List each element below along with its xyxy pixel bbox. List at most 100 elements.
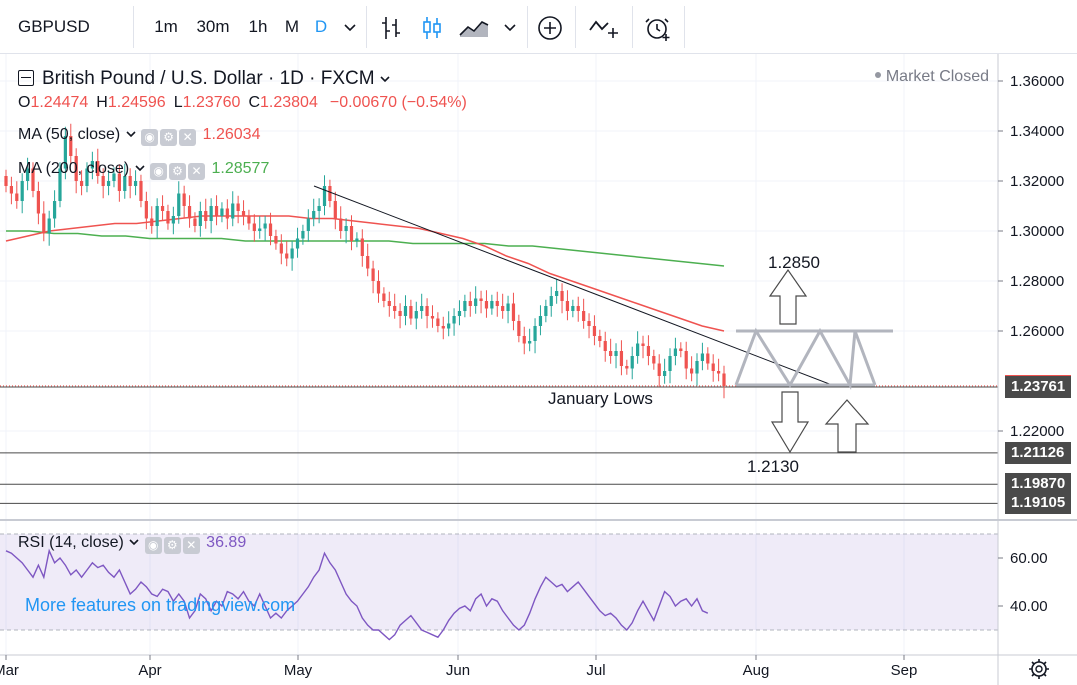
- candle-body: [587, 321, 591, 326]
- toolbar-divider: [575, 6, 576, 48]
- rsi-legend[interactable]: RSI (14, close) ◉ ⚙ ✕ 36.89: [18, 534, 246, 554]
- time-tick-label: Jun: [446, 662, 470, 679]
- rsi-label: RSI (14, close): [18, 534, 124, 551]
- annotation-1-2850: 1.2850: [768, 253, 820, 272]
- collapse-icon[interactable]: [18, 70, 34, 86]
- market-status: Market Closed: [875, 68, 989, 86]
- candle-body: [355, 238, 359, 241]
- candle-body: [263, 223, 267, 229]
- candle-body: [349, 226, 354, 241]
- alert-icon[interactable]: [640, 0, 676, 54]
- chevron-down-icon[interactable]: [125, 126, 137, 143]
- candle-body: [47, 218, 51, 234]
- eye-icon[interactable]: ◉: [141, 129, 159, 146]
- gear-icon[interactable]: ⚙: [160, 129, 178, 146]
- close-icon[interactable]: ✕: [188, 163, 206, 180]
- candle-body: [695, 361, 699, 374]
- toolbar-divider: [632, 6, 633, 48]
- chart-style-chevron-down-icon[interactable]: [498, 0, 522, 54]
- eye-icon[interactable]: ◉: [150, 163, 168, 180]
- candles: [4, 123, 726, 399]
- compare-icon[interactable]: [584, 0, 626, 54]
- interval-30m-button[interactable]: 30m: [196, 17, 230, 36]
- candle-body: [398, 311, 402, 316]
- interval-dropdown-chevron-down-icon[interactable]: [338, 0, 362, 54]
- candle-body: [549, 296, 553, 306]
- ma200-legend[interactable]: MA (200, close) ◉ ⚙ ✕ 1.28577: [18, 160, 269, 180]
- candle-body: [393, 306, 397, 311]
- interval-month-button[interactable]: M: [284, 17, 300, 36]
- candle-body: [69, 136, 73, 156]
- add-indicator-icon[interactable]: [533, 0, 567, 54]
- chevron-down-icon[interactable]: [128, 534, 140, 551]
- symbol-search-button[interactable]: GBPUSD: [18, 17, 90, 36]
- tradingview-link[interactable]: More features on tradingview.com: [25, 595, 296, 615]
- candle-body: [414, 311, 418, 319]
- candle-body: [700, 353, 705, 361]
- candle-body: [312, 211, 316, 219]
- price-tick-label: 1.36000: [1010, 73, 1064, 90]
- candle-body: [274, 236, 278, 244]
- time-tick-label: Sep: [891, 662, 918, 679]
- interval-1m-button[interactable]: 1m: [154, 17, 178, 36]
- candle-body: [544, 306, 548, 316]
- candle-body: [123, 176, 127, 191]
- settings-gear-icon[interactable]: [1029, 659, 1049, 679]
- chevron-down-icon[interactable]: [134, 160, 146, 177]
- candle-body: [279, 243, 283, 254]
- close-icon[interactable]: ✕: [182, 537, 200, 554]
- candle-body: [630, 356, 634, 369]
- candle-body: [366, 256, 370, 269]
- candle-body: [268, 223, 273, 236]
- ma50-legend[interactable]: MA (50, close) ◉ ⚙ ✕ 1.26034: [18, 126, 260, 146]
- bar-style-icon[interactable]: [376, 0, 406, 54]
- candle-body: [646, 346, 651, 356]
- candle-body: [479, 298, 483, 301]
- interval-1h-button[interactable]: 1h: [248, 17, 268, 36]
- candle-style-icon[interactable]: [417, 0, 447, 54]
- high-value: 1.24596: [107, 94, 166, 111]
- gear-icon[interactable]: ⚙: [163, 537, 181, 554]
- candle-body: [177, 193, 181, 216]
- time-tick-label: Aug: [743, 662, 770, 679]
- close-icon[interactable]: ✕: [179, 129, 197, 146]
- candle-body: [663, 371, 667, 376]
- candle-body: [4, 176, 8, 186]
- rsi-grid: [0, 533, 998, 631]
- ma50-line: [5, 215, 725, 332]
- candle-body: [128, 176, 132, 186]
- candle-body: [328, 186, 332, 201]
- candle-body: [182, 193, 186, 206]
- interval-day-button[interactable]: D: [314, 17, 328, 36]
- candle-body: [598, 336, 602, 341]
- candle-body: [96, 161, 100, 176]
- chart-legend-title[interactable]: British Pound / U.S. Dollar · 1D · FXCM: [18, 68, 391, 90]
- candle-body: [565, 301, 570, 311]
- toolbar-divider: [684, 6, 685, 48]
- price-chart[interactable]: 1.2850 January Lows 1.2130 1.36000 1.3400…: [0, 54, 1077, 685]
- chevron-down-icon[interactable]: [379, 71, 391, 88]
- candle-body: [484, 301, 489, 309]
- candle-body: [52, 201, 57, 219]
- area-style-icon[interactable]: [456, 0, 492, 54]
- candle-body: [79, 181, 84, 186]
- ma50-polyline: [5, 215, 725, 332]
- candle-body: [9, 186, 14, 194]
- candle-body: [679, 348, 683, 351]
- close-value: 1.23804: [260, 94, 318, 111]
- eye-icon[interactable]: ◉: [144, 537, 162, 554]
- ma200-line: [6, 230, 725, 267]
- candle-body: [506, 303, 510, 311]
- candle-body: [441, 326, 445, 329]
- candle-body: [150, 218, 154, 226]
- candle-body: [560, 291, 564, 301]
- candle-body: [457, 311, 462, 316]
- candle-body: [258, 228, 262, 231]
- candle-body: [447, 323, 451, 329]
- gear-icon[interactable]: ⚙: [169, 163, 187, 180]
- market-status-text: Market Closed: [885, 68, 989, 85]
- toolbar-divider: [366, 6, 367, 48]
- candle-body: [641, 343, 645, 346]
- candle-body: [652, 356, 656, 364]
- candle-body: [187, 206, 192, 219]
